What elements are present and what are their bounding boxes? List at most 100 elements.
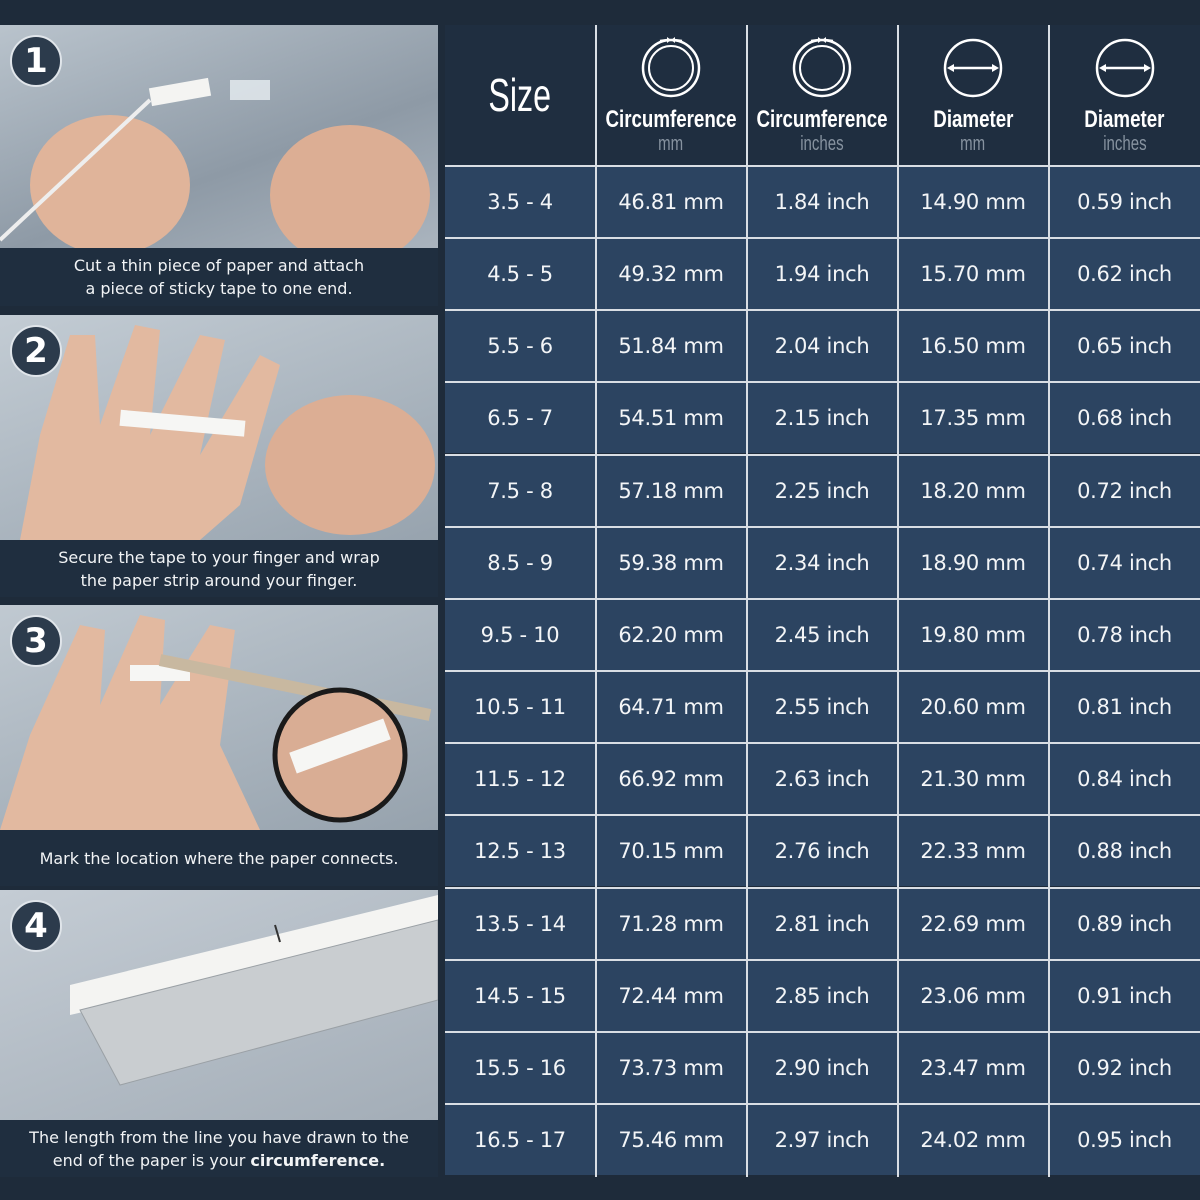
table-cell: 2.76 inch (747, 816, 897, 887)
table-cell: 24.02 mm (898, 1104, 1048, 1175)
diameter-icon (940, 33, 1006, 103)
table-cell: 2.25 inch (747, 455, 897, 526)
step-4-panel: 4 The length from the line you have draw… (0, 890, 438, 1177)
table-cell: 15.70 mm (898, 239, 1048, 310)
table-cell: 13.5 - 14 (445, 888, 595, 959)
header-title: Diameter (932, 106, 1014, 133)
step-3-photo-mark-paper: 3 (0, 605, 438, 830)
table-cell: 10.5 - 11 (445, 672, 595, 743)
caption-emphasis: circumference. (250, 1150, 386, 1170)
step-4-caption: The length from the line you have drawn … (0, 1120, 438, 1177)
table-cell: 18.90 mm (898, 527, 1048, 598)
table-cell: 22.69 mm (898, 888, 1048, 959)
table-cell: 8.5 - 9 (445, 527, 595, 598)
table-cell: 49.32 mm (596, 239, 746, 310)
row-divider (445, 381, 1200, 384)
table-cell: 51.84 mm (596, 311, 746, 382)
table-cell: 0.81 inch (1049, 672, 1200, 743)
table-cell: 1.94 inch (747, 239, 897, 310)
caption-line: Cut a thin piece of paper and attach (73, 256, 365, 275)
header-title: Size (488, 69, 552, 121)
step-2-panel: 2 Secure the tape to your finger and wra… (0, 315, 438, 597)
hands-illustration (0, 77, 430, 248)
step-number-badge: 1 (10, 35, 62, 87)
row-divider (445, 525, 1200, 528)
header-size: Size (445, 25, 595, 165)
row-divider (445, 597, 1200, 600)
header-unit: inches (1102, 133, 1147, 155)
row-divider (445, 1030, 1200, 1033)
ring-circumference-icon (638, 33, 704, 103)
row-divider (445, 670, 1200, 673)
table-cell: 71.28 mm (596, 888, 746, 959)
caption-text: end of the paper is your (52, 1150, 251, 1170)
header-title: Circumference (605, 106, 737, 133)
row-divider (445, 309, 1200, 312)
step-number-badge: 3 (10, 615, 62, 667)
table-cell: 57.18 mm (596, 455, 746, 526)
table-cell: 12.5 - 13 (445, 816, 595, 887)
table-cell: 16.5 - 17 (445, 1104, 595, 1175)
table-cell: 72.44 mm (596, 960, 746, 1031)
table-cell: 0.78 inch (1049, 599, 1200, 670)
table-cell: 7.5 - 8 (445, 455, 595, 526)
caption-line: a piece of sticky tape to one end. (85, 279, 353, 298)
table-cell: 64.71 mm (596, 672, 746, 743)
table-cell: 21.30 mm (898, 744, 1048, 815)
table-cell: 46.81 mm (596, 167, 746, 237)
table-cell: 5.5 - 6 (445, 311, 595, 382)
table-cell: 14.5 - 15 (445, 960, 595, 1031)
table-cell: 2.63 inch (747, 744, 897, 815)
header-unit: inches (800, 133, 844, 155)
row-divider (445, 237, 1200, 240)
step-number-badge: 4 (10, 900, 62, 952)
row-divider (445, 453, 1200, 456)
ring-size-table: Size Circumference mm Circumference inches Di… (445, 25, 1200, 1177)
table-cell: 66.92 mm (596, 744, 746, 815)
step-3-caption: Mark the location where the paper connec… (0, 830, 438, 886)
table-cell: 6.5 - 7 (445, 383, 595, 454)
table-cell: 11.5 - 12 (445, 744, 595, 815)
table-cell: 2.15 inch (747, 383, 897, 454)
table-cell: 22.33 mm (898, 816, 1048, 887)
table-cell: 2.45 inch (747, 599, 897, 670)
step-1-panel: 1 Cut a thin piece of paper and attach a … (0, 25, 438, 306)
table-cell: 54.51 mm (596, 383, 746, 454)
table-cell: 19.80 mm (898, 599, 1048, 670)
step-3-panel: 3 Mark the location where the paper conn… (0, 605, 438, 886)
header-unit: mm (658, 133, 684, 155)
table-cell: 15.5 - 16 (445, 1032, 595, 1103)
header-diameter-mm: Diameter mm (898, 25, 1048, 165)
header-circumference-mm: Circumference mm (596, 25, 746, 165)
table-cell: 18.20 mm (898, 455, 1048, 526)
header-unit: mm (960, 133, 986, 155)
header-diameter-inches: Diameter inches (1049, 25, 1200, 165)
caption-line: The length from the line you have drawn … (29, 1127, 409, 1147)
column-divider (746, 25, 748, 1177)
table-cell: 0.74 inch (1049, 527, 1200, 598)
table-cell: 0.88 inch (1049, 816, 1200, 887)
table-cell: 20.60 mm (898, 672, 1048, 743)
table-cell: 16.50 mm (898, 311, 1048, 382)
caption-line: the paper strip around your finger. (80, 570, 358, 590)
row-divider (445, 165, 1200, 167)
table-cell: 70.15 mm (596, 816, 746, 887)
table-cell: 75.46 mm (596, 1104, 746, 1175)
table-cell: 2.90 inch (747, 1032, 897, 1103)
step-2-caption: Secure the tape to your finger and wrap t… (0, 540, 438, 597)
table-cell: 0.72 inch (1049, 455, 1200, 526)
table-cell: 62.20 mm (596, 599, 746, 670)
step-2-photo-wrap-finger: 2 (0, 315, 438, 540)
table-cell: 73.73 mm (596, 1032, 746, 1103)
caption-line: Mark the location where the paper connec… (39, 848, 399, 868)
table-cell: 2.85 inch (747, 960, 897, 1031)
table-cell: 0.84 inch (1049, 744, 1200, 815)
table-cell: 2.81 inch (747, 888, 897, 959)
row-divider (445, 1102, 1200, 1105)
step-number-badge: 2 (10, 325, 62, 377)
table-cell: 14.90 mm (898, 167, 1048, 237)
table-cell: 0.68 inch (1049, 383, 1200, 454)
table-cell: 2.34 inch (747, 527, 897, 598)
table-cell: 0.95 inch (1049, 1104, 1200, 1175)
step-1-caption: Cut a thin piece of paper and attach a pi… (0, 248, 438, 306)
